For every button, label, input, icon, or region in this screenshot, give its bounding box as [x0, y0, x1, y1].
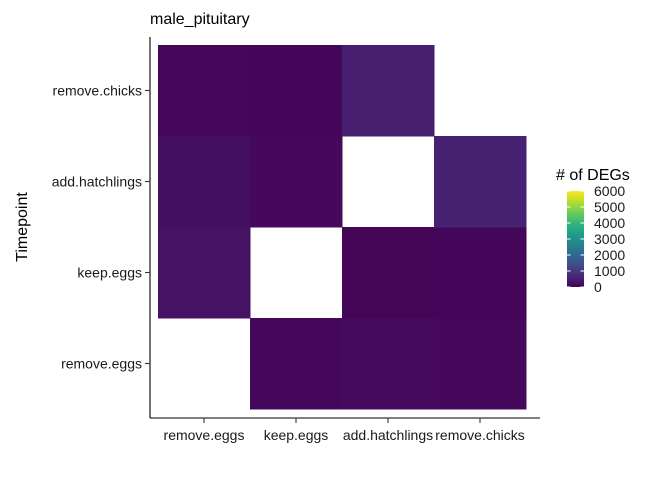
legend-colorbar [567, 191, 584, 287]
heatmap-cell [342, 227, 435, 319]
heatmap-cell [434, 318, 527, 410]
y-axis-title: Timepoint [14, 192, 31, 262]
legend-label: 5000 [594, 199, 625, 215]
y-tick-label: remove.chicks [53, 83, 142, 99]
chart-title: male_pituitary [150, 11, 250, 28]
x-tick-label: keep.eggs [264, 427, 329, 443]
legend-label: 3000 [594, 231, 625, 247]
heatmap-cell [158, 227, 251, 319]
legend-label: 0 [594, 279, 602, 295]
y-tick-label: keep.eggs [77, 265, 142, 281]
heatmap-cell [250, 45, 343, 137]
y-tick-label: add.hatchlings [52, 174, 142, 190]
legend-label: 6000 [594, 183, 625, 199]
heatmap-cell [158, 45, 251, 137]
legend-title: # of DEGs [556, 167, 630, 184]
axis-ticks: remove.eggs keep.eggs add.hatchlings remove… [52, 83, 525, 444]
x-tick-label: remove.chicks [435, 427, 524, 443]
axes [149, 37, 540, 419]
y-tick-label: remove.eggs [61, 356, 142, 372]
heatmap-cell [434, 136, 527, 228]
legend-label: 4000 [594, 215, 625, 231]
heatmap-cell [434, 227, 527, 319]
heatmap-cell [342, 318, 435, 410]
heatmap-cell [158, 136, 251, 228]
x-tick-label: remove.eggs [164, 427, 245, 443]
legend-label: 2000 [594, 247, 625, 263]
heatmap-cell [342, 45, 435, 137]
legend-label: 1000 [594, 263, 625, 279]
x-tick-label: add.hatchlings [343, 427, 433, 443]
heatmap-cell [250, 318, 343, 410]
heatmap-cells [158, 45, 527, 410]
heatmap-cell [250, 136, 343, 228]
